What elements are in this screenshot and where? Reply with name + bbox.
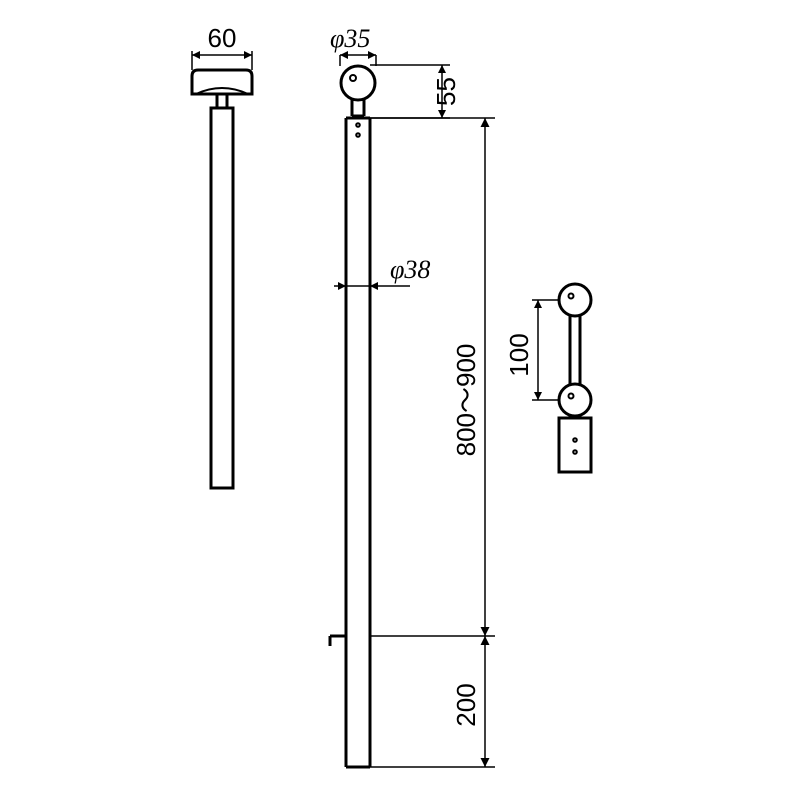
dim-phi35: φ35 [330,24,370,53]
dim-depth: 200 [451,683,481,726]
dim-phi38: φ38 [390,255,430,284]
dim-side-width: 60 [208,23,237,53]
side-view: 60 [192,23,252,488]
dim-bracket-span: 100 [504,333,534,376]
dim-main-range: 800～900 [451,344,481,457]
front-view: φ35 55 φ38 800～900 200 [330,24,497,767]
bracket-view: 100 [504,284,591,472]
dim-55: 55 [431,77,461,106]
